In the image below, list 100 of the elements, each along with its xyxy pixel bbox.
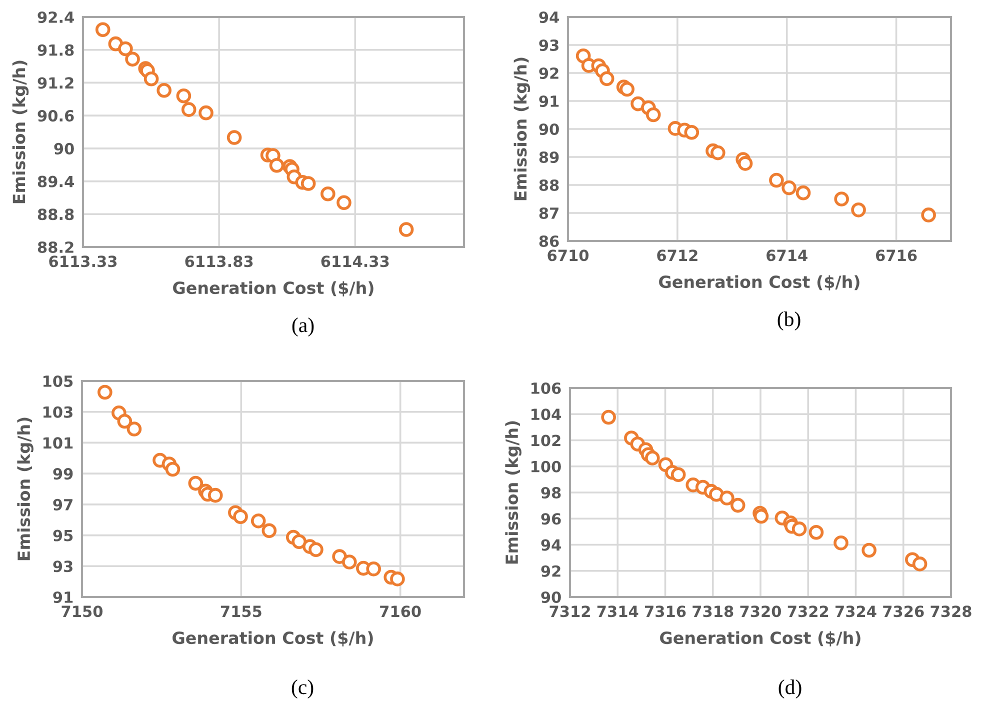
- point: [620, 82, 634, 97]
- y-tick-label: 90.6: [38, 110, 74, 122]
- y-axis-title: Emission (kg/h): [17, 418, 34, 560]
- point: [156, 82, 172, 98]
- text: (a): [292, 318, 314, 336]
- y-tick-label: 91: [539, 95, 559, 108]
- point: [720, 490, 734, 506]
- point: [912, 556, 928, 572]
- point: [198, 105, 214, 120]
- y-tick-label: 100: [532, 460, 561, 472]
- point: [646, 107, 661, 122]
- y-tick-label: 89: [539, 151, 559, 164]
- y-tick-label: 98: [541, 486, 561, 499]
- x-tick-label: 6113.83: [185, 256, 253, 268]
- point: [269, 158, 284, 173]
- point: [769, 172, 784, 188]
- point: [95, 22, 110, 37]
- x-axis-title: Generation Cost ($/h): [172, 631, 373, 646]
- y-tick-label: 93: [53, 560, 72, 572]
- y-tick-label: 104: [532, 408, 561, 420]
- x-axis-title: Generation Cost ($/h): [173, 281, 374, 296]
- point: [181, 102, 196, 117]
- point: [342, 554, 357, 570]
- y-tick-label: 88.2: [38, 241, 74, 254]
- x-tick-label: 7322: [788, 606, 828, 618]
- y-tick-label: 94: [541, 539, 561, 551]
- x-tick-label: 6113.33: [49, 256, 117, 268]
- point: [117, 414, 132, 429]
- y-tick-label: 92: [541, 565, 560, 577]
- point: [782, 180, 796, 196]
- text: (d): [778, 680, 802, 698]
- text: (c): [292, 680, 314, 698]
- x-tick-label: 6712: [657, 250, 698, 262]
- y-tick-label: 87: [539, 207, 558, 220]
- x-axis-title: Generation Cost ($/h): [659, 275, 860, 290]
- point: [262, 523, 277, 538]
- point: [808, 524, 824, 540]
- point: [320, 186, 336, 202]
- point: [144, 71, 159, 86]
- point: [398, 222, 414, 237]
- y-tick-label: 101: [44, 437, 73, 449]
- point: [300, 176, 316, 191]
- point: [834, 192, 849, 206]
- y-tick-label: 97: [53, 498, 72, 510]
- y-tick-label: 93: [539, 39, 558, 52]
- y-axis-title: Emission (kg/h): [514, 58, 530, 200]
- point: [670, 467, 686, 482]
- x-tick-label: 7314: [597, 606, 638, 618]
- x-tick-label: 7312: [550, 606, 590, 618]
- y-tick-label: 96: [541, 513, 561, 525]
- point: [233, 509, 248, 524]
- x-tick-label: 7155: [220, 606, 262, 618]
- point: [738, 156, 753, 171]
- y-tick-label: 89.4: [38, 176, 74, 188]
- y-tick-label: 91.8: [38, 44, 74, 56]
- point: [792, 522, 807, 536]
- x-tick-label: 7150: [62, 606, 103, 618]
- point: [250, 514, 266, 528]
- point: [710, 145, 726, 160]
- y-tick-label: 90: [539, 123, 559, 136]
- point: [599, 71, 614, 86]
- y-tick-label: 91.2: [38, 77, 74, 89]
- point: [921, 208, 936, 222]
- y-tick-label: 90: [541, 591, 561, 604]
- x-tick-label: 7326: [883, 606, 924, 618]
- point: [796, 185, 811, 200]
- y-axis-title: Emission (kg/h): [12, 60, 29, 204]
- x-tick-label: 7324: [836, 606, 876, 618]
- point: [366, 562, 381, 576]
- point: [208, 488, 223, 503]
- y-tick-label: 88.8: [38, 208, 74, 220]
- point: [125, 52, 140, 67]
- y-tick-label: 106: [532, 382, 561, 394]
- point: [98, 384, 112, 400]
- point: [390, 572, 405, 586]
- point: [730, 498, 746, 513]
- point: [601, 410, 616, 425]
- point: [644, 450, 660, 466]
- y-tick-label: 95: [53, 530, 73, 542]
- point: [165, 462, 180, 477]
- x-axis-title: Generation Cost ($/h): [660, 631, 860, 646]
- point: [862, 542, 876, 558]
- x-tick-label: 7318: [692, 606, 734, 618]
- y-axis-title: Emission (kg/h): [505, 421, 522, 564]
- y-tick-label: 92: [539, 67, 558, 80]
- point: [226, 130, 242, 145]
- y-tick-label: 99: [53, 468, 73, 480]
- point: [336, 195, 352, 210]
- point: [188, 476, 204, 491]
- x-tick-label: 7328: [930, 606, 972, 618]
- text: (b): [778, 312, 800, 330]
- point: [684, 124, 700, 140]
- y-tick-label: 86: [539, 235, 559, 248]
- y-tick-label: 94: [539, 11, 559, 24]
- x-tick-label: 6714: [766, 250, 808, 262]
- point: [851, 202, 866, 218]
- x-tick-label: 7316: [645, 606, 686, 618]
- point: [118, 41, 133, 56]
- point: [292, 534, 307, 550]
- point: [126, 422, 142, 436]
